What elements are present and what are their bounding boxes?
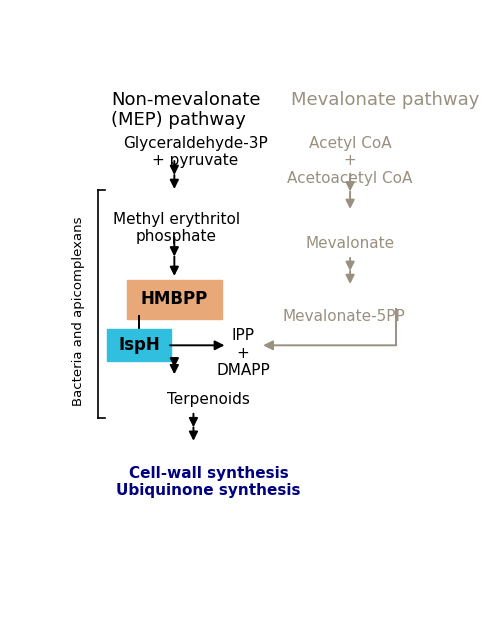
Text: HMBPP: HMBPP [141, 290, 208, 308]
FancyBboxPatch shape [107, 329, 171, 362]
Text: Cell-wall synthesis
Ubiquinone synthesis: Cell-wall synthesis Ubiquinone synthesis [116, 466, 301, 499]
Text: Bacteria and apicomplexans: Bacteria and apicomplexans [72, 217, 85, 407]
Text: Glyceraldehyde-3P
+ pyruvate: Glyceraldehyde-3P + pyruvate [123, 136, 268, 168]
Text: Mevalonate pathway: Mevalonate pathway [291, 91, 479, 109]
Text: Mevalonate: Mevalonate [306, 236, 395, 251]
Text: Mevalonate-5PP: Mevalonate-5PP [283, 309, 406, 324]
FancyBboxPatch shape [127, 280, 222, 319]
Text: Terpenoids: Terpenoids [167, 392, 250, 407]
Text: Acetyl CoA
+
Acetoacetyl CoA: Acetyl CoA + Acetoacetyl CoA [287, 136, 413, 186]
Text: IspH: IspH [118, 336, 160, 354]
Text: Non-mevalonate
(MEP) pathway: Non-mevalonate (MEP) pathway [111, 91, 261, 130]
Text: IPP
+
DMAPP: IPP + DMAPP [216, 328, 270, 378]
Text: Methyl erythritol
phosphate: Methyl erythritol phosphate [113, 212, 240, 244]
